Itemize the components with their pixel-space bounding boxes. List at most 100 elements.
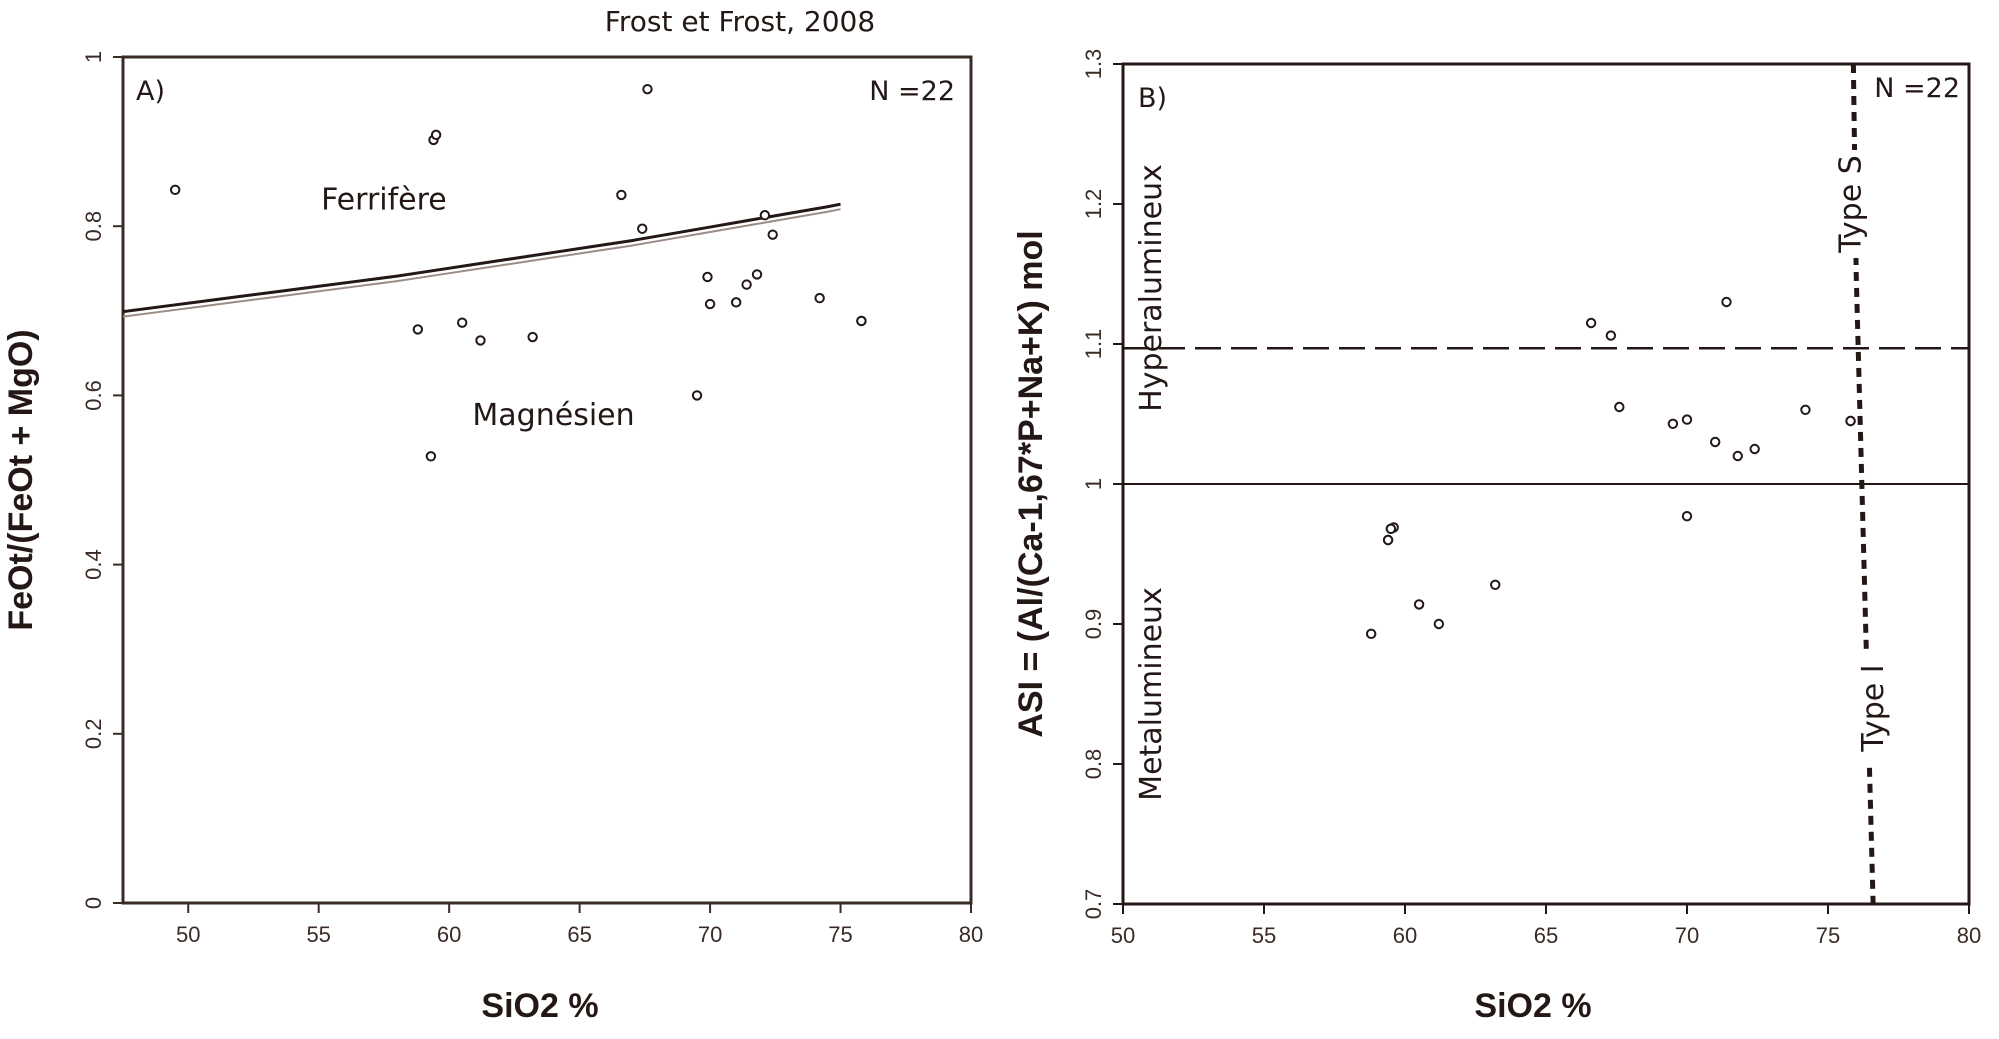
y-tick-label: 1 — [81, 51, 106, 63]
data-point — [430, 129, 442, 141]
y-tick-label: 0.6 — [81, 380, 106, 411]
data-point — [457, 317, 468, 328]
x-tick-label: 60 — [1393, 923, 1417, 948]
data-point — [767, 229, 778, 240]
data-point — [1845, 415, 1856, 427]
panel-a-y-axis: 0 0.2 0.4 0.6 0.8 1 — [81, 51, 123, 909]
data-point — [759, 210, 771, 221]
y-tick-label: 1 — [1081, 478, 1106, 490]
data-point — [702, 271, 713, 283]
data-point — [1605, 330, 1617, 341]
data-point — [1433, 618, 1445, 630]
data-point — [1710, 436, 1721, 448]
type-label-backing — [1833, 150, 1868, 258]
panel-a-label: A) — [136, 76, 165, 107]
data-point — [1385, 523, 1397, 534]
panel-a-region-labels: Ferrifère Magnésien — [321, 182, 635, 433]
x-tick-label: 65 — [1534, 923, 1558, 948]
panel-b-y-axis: 0.7 0.8 0.9 1 1.1 1.2 1.3 — [1081, 49, 1123, 920]
data-point — [1721, 296, 1732, 308]
y-tick-label: 1.2 — [1081, 189, 1106, 220]
x-tick-label: 50 — [176, 922, 200, 947]
region-label: Type I — [1856, 664, 1891, 752]
y-tick-label: 0.9 — [1081, 609, 1106, 640]
type-boundary-line — [1850, 63, 1876, 905]
panel-b-region-labels: Hyperalumineux Metalumineux Type S Type I — [1134, 150, 1891, 801]
region-label: Hyperalumineux — [1134, 164, 1169, 412]
data-point — [1749, 443, 1760, 455]
panel-b-type-boundary — [1850, 63, 1876, 905]
x-tick-label: 50 — [1111, 923, 1135, 948]
region-label: Ferrifère — [321, 182, 447, 217]
data-point — [691, 390, 703, 401]
y-tick-label: 1.1 — [1081, 329, 1106, 360]
x-tick-label: 55 — [1252, 923, 1276, 948]
data-point — [642, 83, 653, 95]
x-tick-label: 80 — [1957, 923, 1981, 948]
y-tick-label: 0.7 — [1081, 889, 1106, 920]
y-tick-label: 1.3 — [1081, 49, 1106, 80]
data-point — [1681, 511, 1693, 522]
data-point — [856, 315, 867, 327]
panel-b-x-axis-title: SiO2 % — [1474, 987, 1591, 1025]
data-point — [1382, 534, 1394, 546]
region-label: Magnésien — [472, 398, 634, 433]
data-point — [704, 298, 716, 310]
panel-b-n-label: N =22 — [1874, 73, 1960, 104]
figure-title: Frost et Frost, 2008 — [605, 5, 875, 38]
data-point — [475, 335, 486, 346]
data-point — [1667, 418, 1679, 429]
x-tick-label: 75 — [828, 922, 852, 947]
data-point — [412, 324, 424, 335]
y-tick-label: 0.8 — [1081, 749, 1106, 780]
data-point — [1681, 414, 1693, 425]
data-point — [1413, 599, 1425, 610]
x-tick-label: 70 — [1675, 923, 1699, 948]
x-tick-label: 60 — [437, 922, 461, 947]
x-tick-label: 75 — [1816, 923, 1840, 948]
data-point — [1732, 450, 1743, 462]
data-point — [741, 279, 752, 290]
x-tick-label: 80 — [959, 922, 983, 947]
panel-b-label: B) — [1138, 83, 1167, 114]
data-point — [1585, 317, 1597, 329]
boundary-line — [122, 202, 841, 314]
data-point — [169, 184, 181, 196]
panel-a-x-axis-title: SiO2 % — [481, 987, 598, 1025]
x-tick-label: 65 — [567, 922, 591, 947]
panel-a-frame — [121, 55, 973, 905]
panel-b: 50 55 60 65 70 75 80 0.7 0.8 0.9 1 1.1 1.2 1.3 Hyper… — [1012, 49, 1981, 1025]
data-point — [1490, 579, 1501, 590]
region-label: Metalumineux — [1134, 587, 1169, 801]
panel-a: 50 55 60 65 70 75 80 0 0.2 0.4 0.6 0.8 1 Ferrifère M… — [2, 51, 983, 1025]
data-point — [730, 297, 742, 308]
boundary-line-shadow — [122, 208, 841, 318]
panel-b-data-points — [1365, 296, 1856, 639]
panel-a-ferriferous-boundary — [122, 202, 841, 318]
x-tick-label: 70 — [698, 922, 722, 947]
data-point — [637, 223, 648, 234]
panel-a-y-axis-title: FeOt/(FeOt + MgO) — [2, 329, 40, 630]
panel-a-x-axis: 50 55 60 65 70 75 80 — [176, 903, 983, 947]
panel-a-n-label: N =22 — [869, 76, 955, 107]
data-point — [1365, 628, 1377, 639]
type-label-backing — [1856, 654, 1891, 762]
data-point — [425, 451, 437, 462]
y-tick-label: 0.8 — [81, 211, 106, 242]
y-tick-label: 0.2 — [81, 719, 106, 750]
panel-a-data-points — [169, 83, 867, 462]
panel-b-y-axis-title: ASI = (Al/(Ca-1,67*P+Na+K) mol — [1012, 230, 1050, 737]
y-tick-label: 0 — [81, 897, 106, 909]
data-point — [616, 189, 627, 201]
data-point — [1614, 401, 1625, 413]
data-point — [814, 292, 825, 304]
panel-b-x-axis: 50 55 60 65 70 75 80 — [1111, 904, 1981, 948]
region-label: Type S — [1834, 155, 1869, 254]
data-point — [527, 331, 538, 343]
panel-b-reference-lines — [1123, 346, 1969, 485]
y-tick-label: 0.4 — [81, 549, 106, 580]
data-point — [1800, 404, 1811, 415]
data-point — [751, 269, 763, 280]
x-tick-label: 55 — [306, 922, 330, 947]
